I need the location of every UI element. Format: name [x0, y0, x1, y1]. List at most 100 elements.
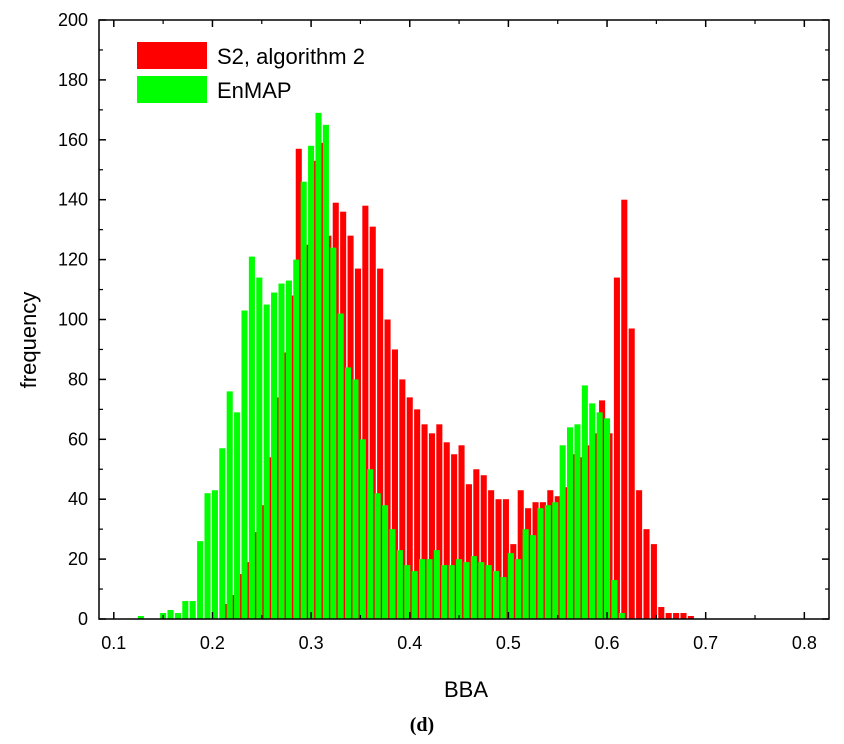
bar-enmap	[271, 292, 278, 619]
bar-s2	[377, 268, 384, 619]
bar-enmap	[604, 418, 611, 619]
bar-enmap	[322, 124, 329, 619]
bar-enmap	[456, 559, 463, 619]
bar-enmap	[611, 580, 618, 619]
bar-s2	[428, 433, 435, 619]
legend-swatch-s2	[137, 42, 207, 69]
series-s2-bars	[221, 142, 694, 620]
bar-enmap	[618, 613, 625, 619]
bar-s2	[495, 499, 502, 619]
bar-s2	[451, 454, 458, 619]
bar-s2	[414, 409, 421, 619]
bar-enmap	[352, 379, 359, 619]
bar-enmap	[507, 553, 514, 619]
legend-label-enmap: EnMAP	[217, 78, 292, 103]
bar-enmap	[263, 304, 270, 619]
bar-enmap	[581, 385, 588, 619]
bar-enmap	[300, 181, 307, 620]
bar-enmap	[515, 559, 522, 619]
bar-enmap	[552, 502, 559, 619]
bar-enmap	[211, 490, 218, 619]
bar-enmap	[359, 439, 366, 619]
y-tick-label: 40	[68, 489, 88, 509]
bar-enmap	[500, 577, 507, 619]
bar-enmap	[530, 535, 537, 619]
bar-enmap	[485, 565, 492, 619]
bar-enmap	[574, 424, 581, 619]
x-tick-label: 0.7	[693, 633, 718, 653]
bar-enmap	[478, 562, 485, 619]
bar-enmap	[293, 259, 300, 619]
legend: S2, algorithm 2 EnMAP	[137, 42, 365, 103]
legend-swatch-enmap	[137, 76, 207, 103]
figure-caption: (d)	[409, 714, 435, 736]
bar-enmap	[426, 559, 433, 619]
bar-enmap	[308, 145, 315, 620]
bar-s2	[658, 607, 665, 619]
bar-enmap	[182, 601, 189, 619]
bar-s2	[406, 397, 413, 619]
x-tick-label: 0.3	[299, 633, 324, 653]
bar-enmap	[330, 247, 337, 619]
bar-s2	[421, 424, 428, 619]
bar-s2	[673, 613, 680, 619]
bar-enmap	[226, 391, 233, 619]
bar-enmap	[204, 493, 211, 619]
bar-s2	[443, 442, 450, 619]
bar-enmap	[285, 280, 292, 619]
x-axis-title: BBA	[444, 677, 488, 702]
bar-enmap	[544, 505, 551, 619]
bar-s2	[369, 226, 376, 619]
x-tick-label: 0.2	[200, 633, 225, 653]
bar-enmap	[537, 508, 544, 619]
bar-s2	[399, 379, 406, 619]
bar-s2	[687, 616, 694, 619]
bar-enmap	[241, 310, 248, 619]
bar-enmap	[374, 493, 381, 619]
bar-enmap	[448, 565, 455, 619]
x-tick-label: 0.8	[792, 633, 817, 653]
bar-enmap	[167, 610, 174, 619]
bar-s2	[458, 445, 465, 619]
bar-enmap	[189, 601, 196, 619]
y-tick-label: 200	[58, 10, 88, 30]
bar-s2	[650, 544, 657, 620]
bar-enmap	[248, 256, 255, 619]
bar-enmap	[441, 565, 448, 619]
bar-enmap	[493, 571, 500, 619]
x-tick-label: 0.5	[496, 633, 521, 653]
bar-enmap	[559, 445, 566, 619]
bar-s2	[488, 490, 495, 619]
bar-enmap	[256, 277, 263, 619]
bar-enmap	[197, 541, 204, 619]
bar-s2	[391, 349, 398, 619]
series-enmap-bars	[137, 112, 625, 620]
y-tick-label: 180	[58, 70, 88, 90]
bar-s2	[473, 469, 480, 619]
bar-enmap	[463, 562, 470, 619]
y-axis-title: frequency	[16, 292, 41, 389]
bar-s2	[665, 613, 672, 619]
bar-enmap	[433, 550, 440, 619]
bar-enmap	[396, 550, 403, 619]
y-tick-label: 60	[68, 429, 88, 449]
bar-s2	[362, 205, 369, 619]
bar-s2	[480, 475, 487, 619]
bar-enmap	[219, 448, 226, 619]
bar-enmap	[567, 427, 574, 619]
bar-enmap	[411, 571, 418, 619]
bar-s2	[680, 613, 687, 619]
bar-enmap	[337, 313, 344, 619]
bar-s2	[643, 529, 650, 619]
bar-enmap	[596, 412, 603, 619]
x-tick-label: 0.4	[397, 633, 422, 653]
bar-s2	[517, 490, 524, 619]
bar-s2	[613, 277, 620, 619]
bar-enmap	[174, 613, 181, 619]
bar-enmap	[522, 529, 529, 619]
bar-enmap	[278, 283, 285, 619]
bar-enmap	[404, 565, 411, 619]
x-tick-label: 0.1	[101, 633, 126, 653]
y-tick-label: 100	[58, 310, 88, 330]
bar-enmap	[589, 403, 596, 619]
